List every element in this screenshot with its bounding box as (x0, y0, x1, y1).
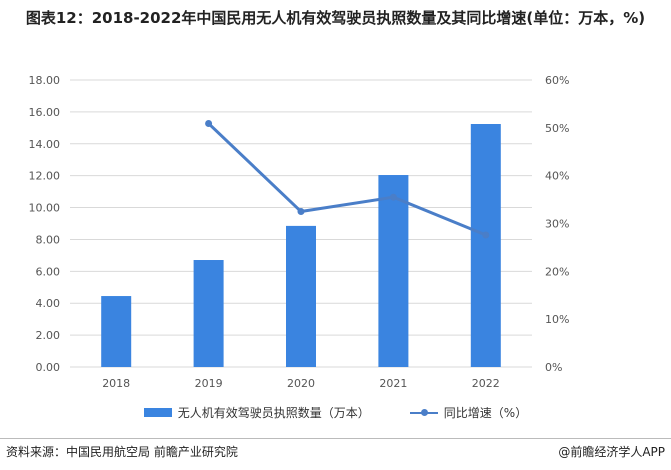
footer-divider (0, 438, 671, 439)
legend-swatch-line (409, 408, 438, 416)
legend-item-bar: 无人机有效驾驶员执照数量（万本） (143, 404, 370, 421)
left-tick-label: 0.00 (36, 361, 61, 374)
legend-item-line: 同比增速（%） (409, 404, 528, 421)
growth-point (297, 208, 305, 216)
legend-label-line: 同比增速（%） (443, 406, 528, 420)
right-tick-label: 10% (545, 313, 569, 326)
bar (470, 124, 501, 367)
x-tick-label: 2021 (379, 377, 407, 390)
growth-point (205, 120, 213, 128)
growth-point (389, 193, 397, 201)
left-tick-label: 8.00 (36, 233, 61, 246)
bar (193, 260, 224, 367)
growth-point (482, 231, 490, 239)
x-tick-label: 2018 (102, 377, 130, 390)
brand-label: @前瞻经济学人APP (558, 445, 665, 459)
bar (286, 225, 316, 367)
legend-swatch-bar (143, 408, 172, 417)
x-tick-label: 2020 (287, 377, 315, 390)
legend-label-bar: 无人机有效驾驶员执照数量（万本） (177, 406, 370, 420)
right-tick-label: 0% (545, 361, 562, 374)
right-tick-label: 30% (545, 218, 569, 231)
legend: 无人机有效驾驶员执照数量（万本） 同比增速（%） (0, 404, 671, 421)
chart-title: 图表12：2018-2022年中国民用无人机有效驾驶员执照数量及其同比增速(单位… (25, 9, 646, 27)
left-tick-label: 4.00 (36, 297, 61, 310)
bar (101, 296, 132, 367)
left-tick-label: 10.00 (29, 202, 61, 215)
right-tick-label: 20% (545, 265, 569, 278)
left-tick-label: 14.00 (29, 138, 61, 151)
x-tick-label: 2019 (195, 377, 223, 390)
source-note: 资料来源：中国民用航空局 前瞻产业研究院 (6, 445, 238, 459)
right-tick-label: 60% (545, 74, 569, 87)
left-tick-label: 2.00 (36, 329, 61, 342)
left-tick-label: 18.00 (29, 74, 61, 87)
right-tick-label: 40% (545, 170, 569, 183)
chart-plot: 0.00 2.00 4.00 6.00 8.00 10.00 12.00 14.00 16.00… (29, 74, 570, 390)
x-tick-label: 2022 (472, 377, 500, 390)
bar (378, 175, 409, 367)
left-tick-label: 12.00 (29, 170, 61, 183)
left-tick-label: 6.00 (36, 265, 61, 278)
right-tick-label: 50% (545, 122, 569, 135)
left-tick-label: 16.00 (29, 106, 61, 119)
growth-line (207, 122, 487, 237)
